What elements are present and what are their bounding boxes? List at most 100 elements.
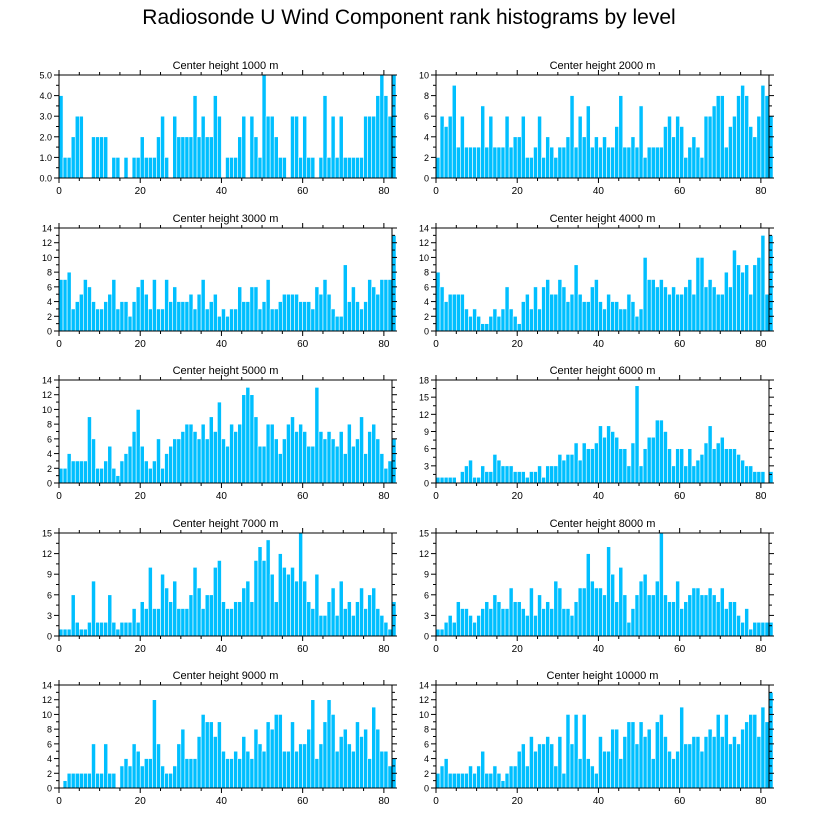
histogram-bar <box>62 157 68 179</box>
histogram-bar <box>359 416 364 484</box>
x-tick-label: 20 <box>512 491 524 502</box>
histogram-bar <box>663 594 668 637</box>
y-tick-label: 12 <box>42 390 52 400</box>
histogram-bar <box>221 308 226 332</box>
histogram-bar <box>492 454 498 484</box>
histogram-bar <box>752 471 758 484</box>
x-tick-label: 80 <box>378 339 390 350</box>
histogram-bar <box>213 567 218 637</box>
histogram-bar <box>347 743 352 789</box>
histogram-bar <box>537 465 542 484</box>
histogram-bar <box>468 146 473 179</box>
histogram-bar <box>768 621 774 637</box>
histogram-bar <box>213 95 218 179</box>
histogram-bar <box>70 460 76 484</box>
histogram-bar <box>204 721 210 789</box>
y-tick-label: 0 <box>424 632 429 642</box>
histogram-bar <box>156 743 161 789</box>
histogram-bar <box>752 136 758 179</box>
histogram-bar <box>724 448 729 484</box>
histogram-bar <box>107 445 113 484</box>
histogram-bar <box>614 301 620 332</box>
histogram-bar <box>451 476 457 484</box>
y-tick-label: 15 <box>419 529 429 539</box>
histogram-bar <box>724 146 729 179</box>
histogram-bar <box>123 453 129 484</box>
histogram-bar <box>719 293 725 332</box>
histogram-bar <box>671 286 676 332</box>
histogram-bar <box>338 580 344 637</box>
histogram-bar <box>168 772 174 789</box>
histogram-bar <box>456 146 461 179</box>
histogram-bar <box>537 743 542 789</box>
y-tick-label: 4 <box>424 297 429 307</box>
histogram-bar <box>273 601 279 637</box>
histogram-bar <box>70 772 76 789</box>
histogram-bar <box>290 567 295 637</box>
histogram-bar <box>711 448 717 484</box>
histogram-bar <box>533 615 538 637</box>
histogram-bar <box>719 587 725 637</box>
histogram-bar <box>553 765 559 789</box>
histogram-bar <box>351 445 356 484</box>
panel-title: Center height 1000 m <box>173 60 279 72</box>
histogram-bar <box>594 136 599 179</box>
histogram-bar <box>569 615 575 637</box>
histogram-bar <box>504 608 510 637</box>
histogram-bar <box>585 105 591 179</box>
histogram-bar <box>127 315 133 332</box>
histogram-bar <box>553 580 559 637</box>
histogram-bar <box>756 621 762 637</box>
histogram-bar <box>520 743 526 789</box>
histogram-bar <box>208 721 214 789</box>
histogram-bar <box>99 308 104 332</box>
histogram-bar <box>257 743 263 789</box>
histogram-bar <box>66 772 72 789</box>
histogram-bar <box>371 423 377 484</box>
histogram-bar <box>557 736 563 789</box>
histogram-bar <box>79 115 84 179</box>
histogram-bar <box>95 772 100 789</box>
x-tick-label: 40 <box>593 186 605 197</box>
x-tick-label: 60 <box>674 796 686 807</box>
histogram-bar <box>464 608 469 637</box>
histogram-bar <box>642 573 648 637</box>
histogram-bar <box>253 416 259 484</box>
histogram-bar <box>148 567 153 637</box>
histogram-bar <box>711 736 717 789</box>
histogram-bar <box>748 465 754 484</box>
histogram-bar <box>707 587 713 637</box>
histogram-bar <box>675 115 680 179</box>
x-tick-label: 40 <box>593 796 605 807</box>
y-tick-label: 12 <box>419 238 429 248</box>
histogram-bar <box>679 448 685 484</box>
histogram-bar <box>143 157 149 179</box>
y-tick-label: 2 <box>424 312 429 322</box>
histogram-bar <box>310 699 316 789</box>
histogram-bar <box>447 115 453 179</box>
histogram-bar <box>691 293 697 332</box>
histogram-bar <box>492 594 498 637</box>
y-tick-label: 6 <box>424 444 429 454</box>
histogram-bar <box>545 601 551 637</box>
histogram-bar <box>221 601 226 637</box>
histogram-bar <box>318 615 324 637</box>
x-tick-label: 40 <box>216 339 228 350</box>
histogram-bar <box>342 264 348 332</box>
histogram-bar <box>192 431 198 484</box>
histogram-bar <box>488 608 494 637</box>
histogram-bar <box>602 436 607 484</box>
histogram-bar <box>565 714 571 789</box>
histogram-bar <box>667 448 672 484</box>
histogram-bar <box>347 423 352 484</box>
histogram-bar <box>99 467 104 484</box>
histogram-bar <box>208 416 214 484</box>
histogram-panel: Center height 5000 m 0 20 40 60 80 0 2 4 6 8 10 12 14 <box>42 365 397 502</box>
histogram-bar <box>383 95 389 179</box>
histogram-bar <box>443 126 449 179</box>
histogram-bar <box>659 279 664 332</box>
panel-title: Center height 5000 m <box>173 365 279 377</box>
histogram-bar <box>249 394 255 484</box>
histogram-bar <box>139 445 145 484</box>
histogram-bar <box>537 308 542 332</box>
